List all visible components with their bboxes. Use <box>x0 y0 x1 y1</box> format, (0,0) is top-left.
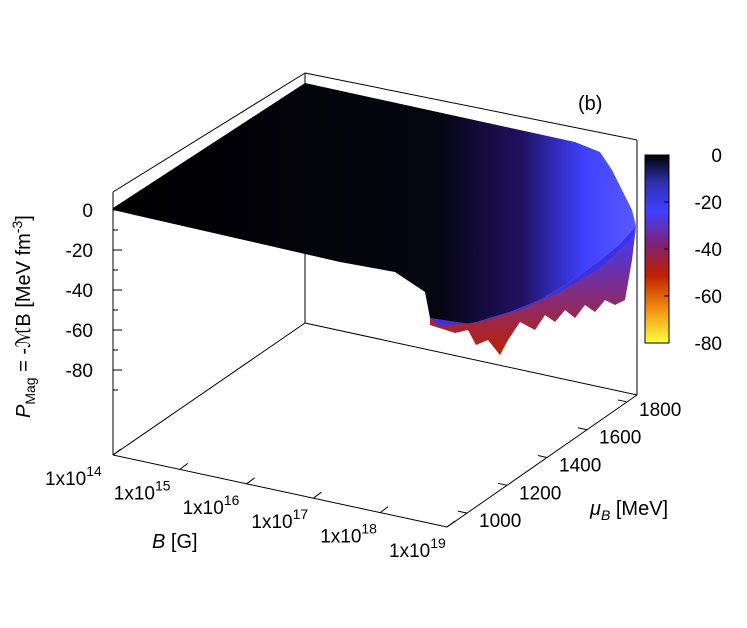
z-tick-label: -20 <box>66 241 93 262</box>
x-tick-label: 1x1014 <box>45 463 102 490</box>
colorbar: 0 -20 -40 -60 -80 <box>644 146 722 355</box>
y-tick-label: 1000 <box>479 511 521 532</box>
y-title-sub: B <box>601 507 610 523</box>
z-title-symbol: P <box>13 404 35 418</box>
x-tick-mark <box>446 520 456 528</box>
z-tick-label: -40 <box>66 281 93 302</box>
x-tick-label: 1x1019 <box>389 535 446 562</box>
x-tick-label: 1x1015 <box>114 477 171 504</box>
x-tick-mark <box>379 506 389 513</box>
x-tick-mark <box>112 448 122 456</box>
y-tick-mark <box>457 510 468 514</box>
x-axis-title: B [G] <box>152 531 198 553</box>
colorbar-tick-label: 0 <box>711 146 722 167</box>
z-tick-label: 0 <box>82 201 93 222</box>
y-title-symbol: μ <box>589 498 601 520</box>
colorbar-tick-label: -60 <box>695 287 722 308</box>
surface-top <box>113 83 636 324</box>
y-axis-title: μB [MeV] <box>589 498 668 523</box>
y-tick-mark <box>617 399 628 403</box>
y-tick-label: 1800 <box>639 400 681 421</box>
x-tick-label: 1x1018 <box>320 521 377 548</box>
x-tick-mark <box>313 491 322 499</box>
colorbar-tick-label: -40 <box>695 240 722 261</box>
x-axis: 1x1014 1x1015 1x1016 1x1017 1x1018 1x1019 <box>45 448 456 562</box>
colorbar-tick-label: -20 <box>695 193 722 214</box>
x-tick-mark <box>179 462 189 470</box>
floor-side-edge <box>446 394 638 528</box>
floor-back-edge <box>112 322 306 456</box>
z-axis-title: PMag = -ℳB [MeV fm-3] <box>9 215 38 418</box>
x-title-symbol: B <box>152 531 165 553</box>
x-tick-label: 1x1016 <box>183 492 240 519</box>
surface-front-face <box>430 226 636 355</box>
z-tick-label: -60 <box>66 321 93 342</box>
y-tick-mark <box>497 482 508 486</box>
y-axis: 1000 1200 1400 1600 1800 <box>457 399 681 532</box>
surface <box>113 83 636 355</box>
z-title-rest: = -ℳB [MeV fm <box>13 233 35 377</box>
y-tick-mark <box>577 427 588 431</box>
z-title-close: ] <box>13 215 35 221</box>
x-tick-label: 1x1017 <box>251 506 308 533</box>
back-wall-top-right <box>304 72 638 141</box>
colorbar-tick-label: -80 <box>695 334 722 355</box>
y-tick-label: 1400 <box>559 456 601 477</box>
back-wall-top-edge <box>112 72 306 193</box>
floor-right-edge <box>304 322 638 396</box>
z-title-sup: -3 <box>9 221 25 234</box>
y-tick-mark <box>537 455 548 459</box>
y-title-rest: [MeV] <box>610 498 668 520</box>
y-tick-label: 1600 <box>599 428 641 449</box>
x-title-rest: [G] <box>165 531 197 553</box>
z-title-sub: Mag <box>22 377 38 404</box>
plot-box <box>112 72 638 528</box>
x-tick-mark <box>246 477 255 485</box>
floor-front-edge <box>112 454 448 528</box>
z-axis: 0 -20 -40 -60 -80 <box>66 201 122 391</box>
y-tick-label: 1200 <box>519 483 561 504</box>
z-tick-label: -80 <box>66 361 93 382</box>
panel-label: (b) <box>578 93 602 115</box>
